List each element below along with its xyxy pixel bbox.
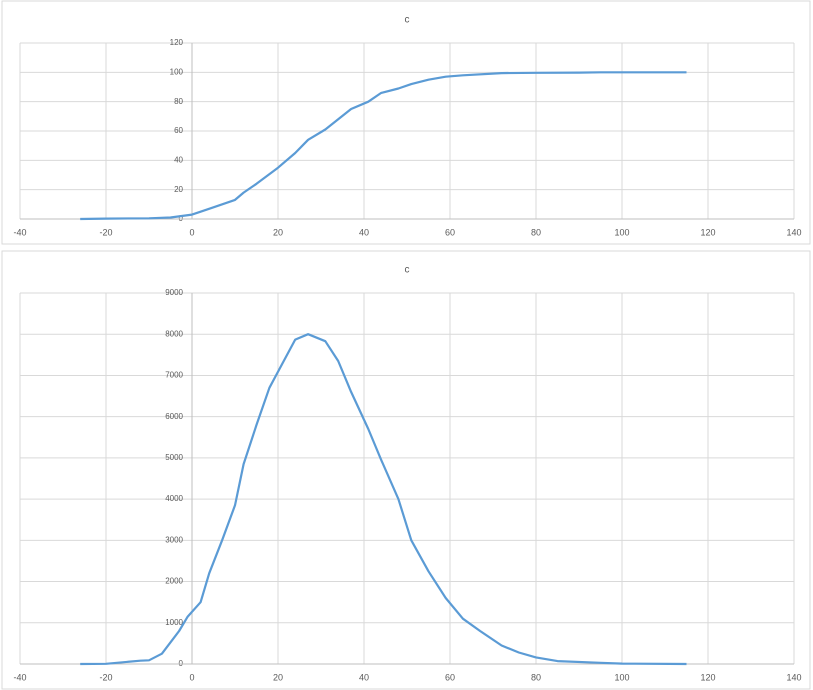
y-tick-label: 3000 [165,535,183,544]
x-tick-label: 40 [359,227,369,237]
y-tick-label: 120 [170,38,184,47]
x-tick-label: 80 [531,227,541,237]
x-tick-label: 0 [189,672,194,682]
x-tick-label: 0 [189,227,194,237]
x-tick-label: 100 [614,672,629,682]
x-tick-label: 60 [445,227,455,237]
x-tick-label: -20 [99,672,112,682]
y-tick-label: 6000 [165,412,183,421]
data-line [80,333,687,666]
y-tick-label: 60 [174,126,183,135]
chart-title: c [405,15,410,26]
y-tick-label: 80 [174,97,183,106]
x-tick-label: 40 [359,672,369,682]
y-tick-label: 9000 [165,288,183,297]
x-tick-label: 140 [786,672,801,682]
y-tick-label: 40 [174,155,183,164]
y-tick-label: 4000 [165,494,183,503]
y-tick-label: 2000 [165,577,183,586]
y-tick-label: 1000 [165,618,183,627]
chart-frame [1,250,811,690]
x-tick-label: -40 [13,672,26,682]
y-tick-label: 100 [170,67,184,76]
x-tick-label: 140 [786,227,801,237]
x-tick-label: 120 [700,672,715,682]
x-tick-label: 20 [273,227,283,237]
chart-frame [1,0,811,245]
x-tick-label: 120 [700,227,715,237]
x-tick-label: 100 [614,227,629,237]
y-tick-label: 8000 [165,329,183,338]
y-tick-label: 20 [174,185,183,194]
x-tick-label: -20 [99,227,112,237]
chart-title: c [405,265,410,276]
data-line [80,71,687,221]
x-tick-label: 20 [273,672,283,682]
y-tick-label: 5000 [165,453,183,462]
x-tick-label: 60 [445,672,455,682]
y-tick-label: 7000 [165,371,183,380]
x-tick-label: -40 [13,227,26,237]
x-tick-label: 80 [531,672,541,682]
